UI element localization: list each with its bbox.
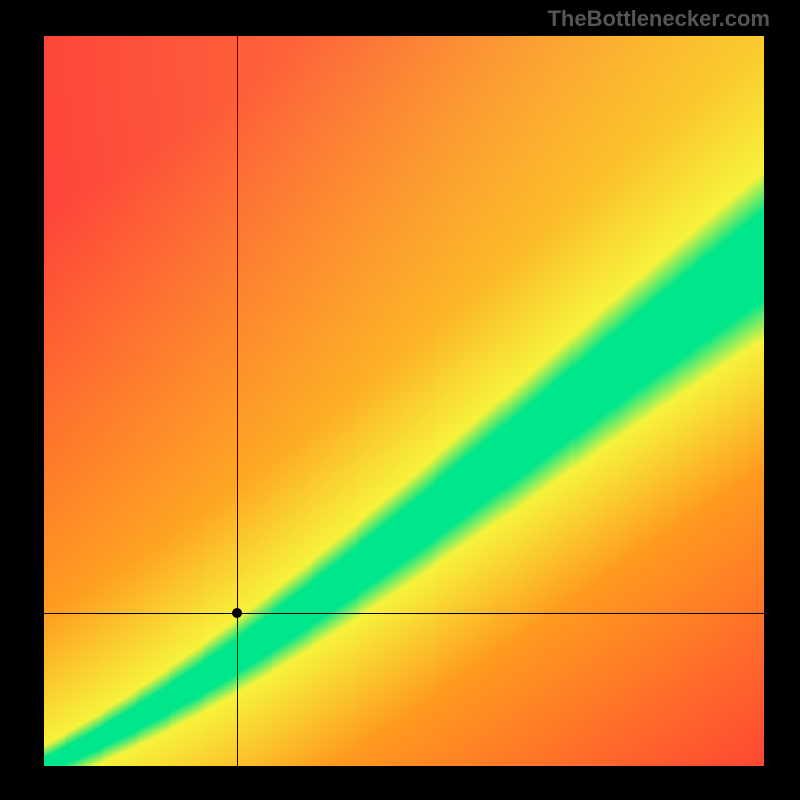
crosshair-vertical (237, 36, 238, 766)
plot-area (44, 36, 764, 766)
crosshair-marker (232, 608, 242, 618)
watermark-text: TheBottlenecker.com (547, 6, 770, 32)
crosshair-horizontal (44, 613, 764, 614)
heatmap-canvas (44, 36, 764, 766)
